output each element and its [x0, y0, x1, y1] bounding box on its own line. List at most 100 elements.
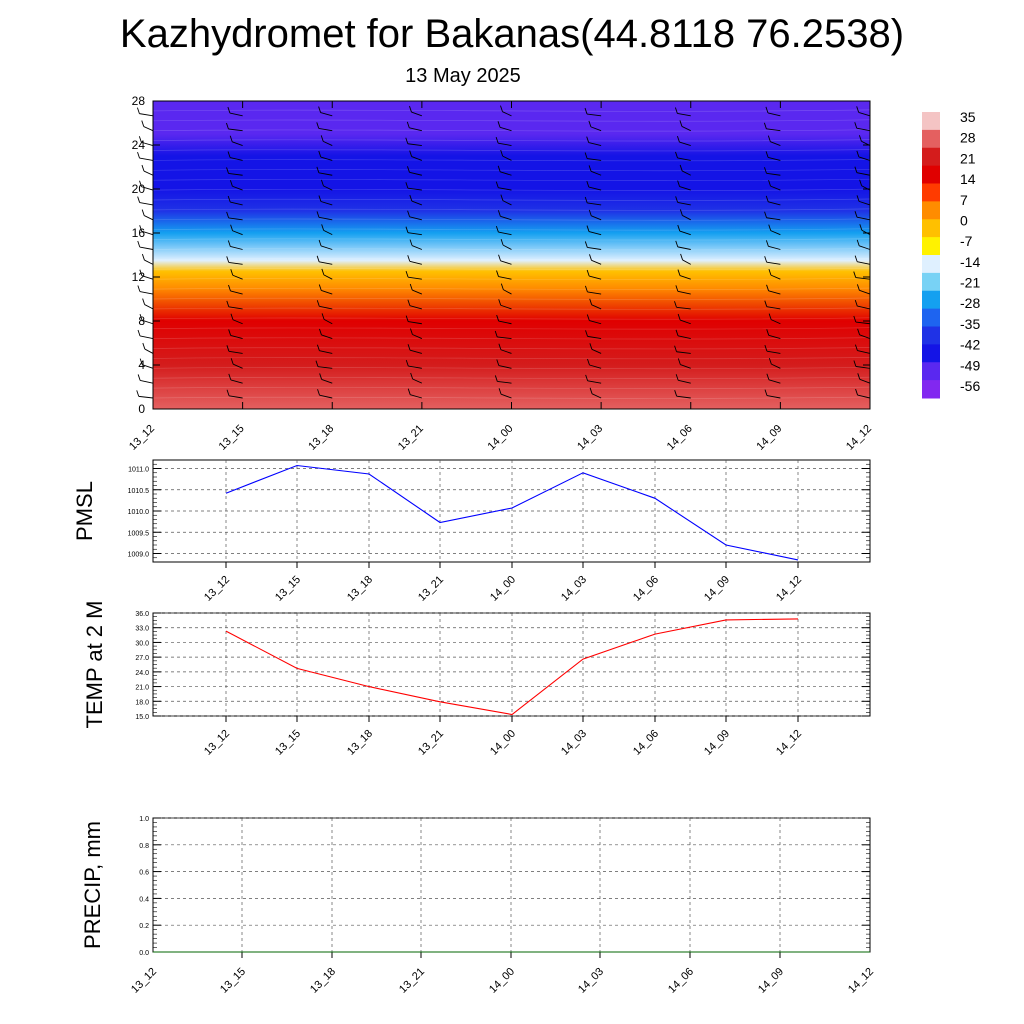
wind-barb-flag — [141, 209, 145, 216]
wind-barb — [766, 395, 781, 399]
wind-barb-flag — [318, 195, 322, 202]
wind-barb — [587, 291, 602, 295]
x-tick-label: 14_06 — [631, 728, 661, 758]
wind-barb — [770, 185, 781, 191]
wind-barb-flag — [677, 180, 681, 187]
wind-barb — [503, 289, 512, 295]
x-tick-label: 13_21 — [416, 728, 446, 758]
wind-barb — [586, 113, 602, 117]
contour-line — [152, 386, 871, 389]
contour-line — [152, 297, 871, 300]
wind-barb — [498, 231, 512, 236]
wind-barb-flag — [588, 165, 592, 172]
wind-barb-flag — [141, 120, 145, 127]
wind-barb-flag — [494, 330, 498, 338]
wind-barb-flag — [405, 359, 409, 367]
wind-barb — [587, 335, 602, 340]
y-tick-label: 20 — [132, 182, 146, 196]
colorbar-swatch — [922, 326, 940, 345]
wind-barb — [677, 201, 691, 206]
temp-2m-panel: 36.0 33.0 30.0 27.0 24.0 21.0 18.0 15.0 13_12 13_… — [82, 601, 871, 758]
wind-barb — [230, 246, 243, 250]
contour-line — [152, 267, 871, 271]
wind-barb — [320, 245, 333, 250]
wind-barb-flag — [854, 255, 858, 262]
wind-barb — [142, 364, 154, 369]
wind-barb-flag — [589, 387, 593, 394]
wind-barb — [317, 366, 333, 369]
colorbar-legend: 35 28 21 14 7 0 -7 -14 -21 -28 -35 -42 -49 -56 — [922, 109, 980, 399]
wind-barb-flag — [495, 137, 499, 144]
wind-barb-flag — [584, 285, 588, 293]
y-tick-label: 0.0 — [139, 950, 149, 957]
wind-barb — [319, 261, 333, 265]
colorbar-swatch — [922, 165, 940, 184]
contour-line — [152, 307, 871, 310]
wind-barb — [500, 260, 512, 265]
colorbar-swatch — [922, 272, 940, 292]
wind-barb-flag — [584, 241, 588, 248]
wind-barb-flag — [410, 328, 413, 335]
wind-barb-flag — [764, 345, 768, 352]
wind-barb-flag — [321, 224, 325, 231]
wind-barb-flag — [229, 135, 233, 142]
wind-barb — [411, 156, 423, 161]
wind-barb — [587, 247, 602, 250]
wind-barb-flag — [765, 151, 769, 158]
wind-barb-flag — [677, 224, 681, 232]
wind-barb — [321, 379, 333, 384]
wind-barb — [857, 305, 871, 310]
wind-barb-flag — [766, 284, 769, 291]
wind-barb — [319, 305, 333, 310]
y-tick-label: 21.0 — [135, 685, 149, 692]
wind-barb — [682, 215, 691, 221]
wind-barb — [409, 127, 422, 132]
wind-barb — [409, 260, 422, 265]
wind-barb-flag — [226, 300, 230, 307]
wind-barb-flag — [136, 390, 140, 397]
wind-barb-flag — [228, 284, 231, 292]
wind-barb-flag — [674, 301, 677, 308]
wind-barb-flag — [316, 300, 320, 307]
wind-barb — [766, 217, 781, 221]
wind-barb — [321, 290, 333, 295]
wind-barb-flag — [675, 196, 679, 203]
wind-barb — [320, 112, 333, 117]
wind-barb-flag — [227, 106, 231, 114]
wind-barb — [230, 379, 243, 384]
wind-barb — [587, 380, 602, 384]
contour-line — [152, 218, 871, 221]
wind-barb — [229, 112, 243, 117]
wind-barb — [857, 261, 871, 265]
wind-barb-flag — [680, 253, 684, 261]
wind-barb — [679, 275, 691, 280]
x-tick-label: 14_03 — [559, 728, 589, 758]
wind-barb-flag — [496, 359, 500, 366]
wind-barb-flag — [137, 151, 140, 159]
colorbar-label: 35 — [960, 109, 976, 125]
wind-barb — [408, 365, 422, 369]
wind-barb-flag — [142, 298, 146, 305]
wind-barb — [323, 274, 333, 280]
wind-barb-flag — [139, 314, 143, 321]
wind-barb — [766, 350, 781, 354]
wind-barb-flag — [858, 135, 862, 142]
wind-barb — [143, 215, 154, 221]
wind-barb-flag — [764, 256, 768, 263]
plot-frame — [152, 612, 871, 717]
wind-barb-flag — [586, 314, 590, 321]
y-tick-label: 1.0 — [139, 816, 149, 823]
x-tick-label: 13_12 — [202, 574, 232, 604]
contour-line — [152, 168, 871, 172]
wind-barb-flag — [407, 299, 411, 306]
wind-barb — [228, 395, 243, 399]
colorbar-swatch — [922, 112, 940, 131]
x-tick-label: 13_21 — [397, 966, 427, 996]
wind-barb — [140, 380, 154, 384]
wind-barb — [321, 334, 333, 340]
y-tick-label: 4 — [138, 358, 145, 372]
wind-barb — [499, 126, 512, 132]
colorbar-label: 14 — [960, 171, 976, 187]
wind-barb-flag — [495, 225, 499, 233]
y-tick-label: 30.0 — [135, 640, 149, 647]
